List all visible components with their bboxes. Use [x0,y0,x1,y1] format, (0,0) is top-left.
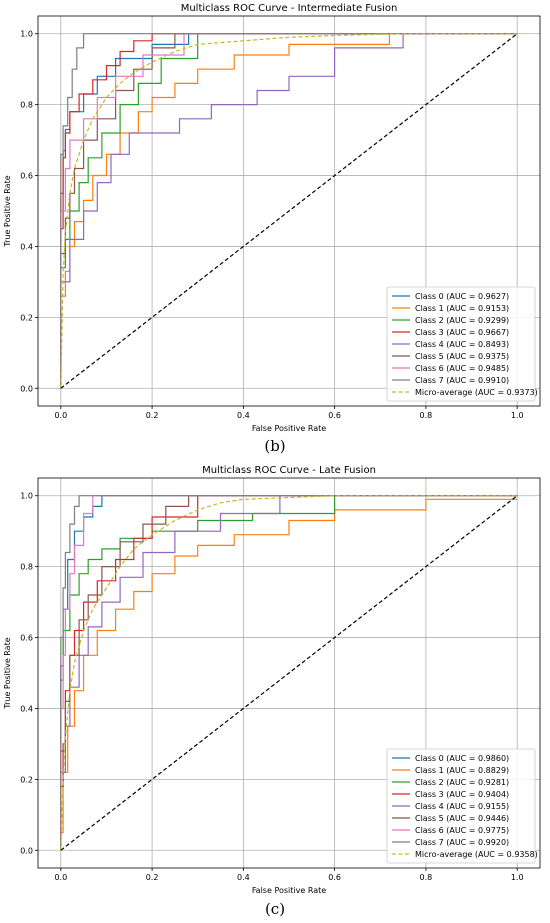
x-axis-label: False Positive Rate [252,424,326,433]
legend-box [386,748,536,864]
y-tick-label: 0.0 [20,846,33,855]
legend-label: Class 7 (AUC = 0.9920) [415,838,509,847]
chart-title: Multiclass ROC Curve - Late Fusion [202,465,376,476]
x-tick-label: 0.2 [146,411,159,420]
x-tick-label: 0.2 [146,873,159,882]
chance-diagonal-line [60,33,518,389]
chart-title: Multiclass ROC Curve - Intermediate Fusi… [181,3,398,14]
series-line-7 [60,495,518,851]
x-axis-label: False Positive Rate [252,886,326,895]
legend-label: Class 0 (AUC = 0.9627) [415,292,509,301]
series-line-2 [60,33,518,389]
y-axis-label: True Positive Rate [3,637,12,709]
x-tick-label: 0.6 [328,873,341,882]
x-tick-label: 1.0 [511,873,524,882]
series-line-7 [60,33,518,389]
y-tick-label: 1.0 [20,30,33,39]
y-tick-label: 0.8 [20,101,33,110]
legend-label: Class 0 (AUC = 0.9860) [415,754,509,763]
y-tick-label: 0.2 [20,313,33,322]
y-tick-label: 0.8 [20,563,33,572]
chance-diagonal-line [60,495,518,851]
legend-label: Class 1 (AUC = 0.9153) [415,304,509,313]
y-tick-label: 0.0 [20,384,33,393]
legend-label: Class 4 (AUC = 0.9155) [415,802,509,811]
legend-label: Class 4 (AUC = 0.8493) [415,340,509,349]
plot-frame [37,15,541,407]
x-tick-label: 0.0 [54,411,67,420]
series-line-4 [60,495,518,851]
legend-label: Class 7 (AUC = 0.9910) [415,376,509,385]
x-tick-label: 0.4 [237,411,250,420]
y-tick-label: 0.2 [20,775,33,784]
y-axis-label: True Positive Rate [3,175,12,247]
legend-label: Class 1 (AUC = 0.8829) [415,766,509,775]
legend-box [386,286,536,402]
legend-label: Micro-average (AUC = 0.9373) [415,388,538,397]
x-tick-label: 1.0 [511,411,524,420]
series-line-8 [60,495,518,851]
legend-label: Class 5 (AUC = 0.9446) [415,814,509,823]
x-tick-label: 0.8 [420,873,433,882]
series-line-8 [60,33,518,389]
panel-label-c: (c) [264,900,286,918]
legend-label: Class 6 (AUC = 0.9485) [415,364,509,373]
legend-label: Class 3 (AUC = 0.9404) [415,790,509,799]
x-tick-label: 0.0 [54,873,67,882]
legend-label: Class 3 (AUC = 0.9667) [415,328,509,337]
series-line-6 [60,33,518,389]
x-tick-label: 0.4 [237,873,250,882]
legend-label: Class 2 (AUC = 0.9281) [415,778,509,787]
legend-label: Class 5 (AUC = 0.9375) [415,352,509,361]
legend-label: Class 6 (AUC = 0.9775) [415,826,509,835]
legend: Class 0 (AUC = 0.9627) Class 1 (AUC = 0.9… [386,286,538,402]
x-tick-label: 0.6 [328,411,341,420]
y-tick-label: 0.6 [20,172,33,181]
y-tick-label: 0.4 [20,704,33,713]
series-line-6 [60,495,518,851]
chart-0: Multiclass ROC Curve - Intermediate Fusi… [3,3,541,433]
legend: Class 0 (AUC = 0.9860) Class 1 (AUC = 0.8… [386,748,538,864]
y-tick-label: 1.0 [20,492,33,501]
series-line-2 [60,495,518,851]
x-tick-label: 0.8 [420,411,433,420]
legend-label: Class 2 (AUC = 0.9299) [415,316,509,325]
series-line-3 [60,33,518,389]
legend-label: Micro-average (AUC = 0.9358) [415,850,538,859]
y-tick-label: 0.6 [20,634,33,643]
series-line-4 [60,33,518,389]
plot-frame [37,477,541,869]
chart-1: Multiclass ROC Curve - Late Fusion 0.0 0.2… [3,465,541,895]
panel-label-b: (b) [264,437,286,455]
y-tick-label: 0.4 [20,242,33,251]
